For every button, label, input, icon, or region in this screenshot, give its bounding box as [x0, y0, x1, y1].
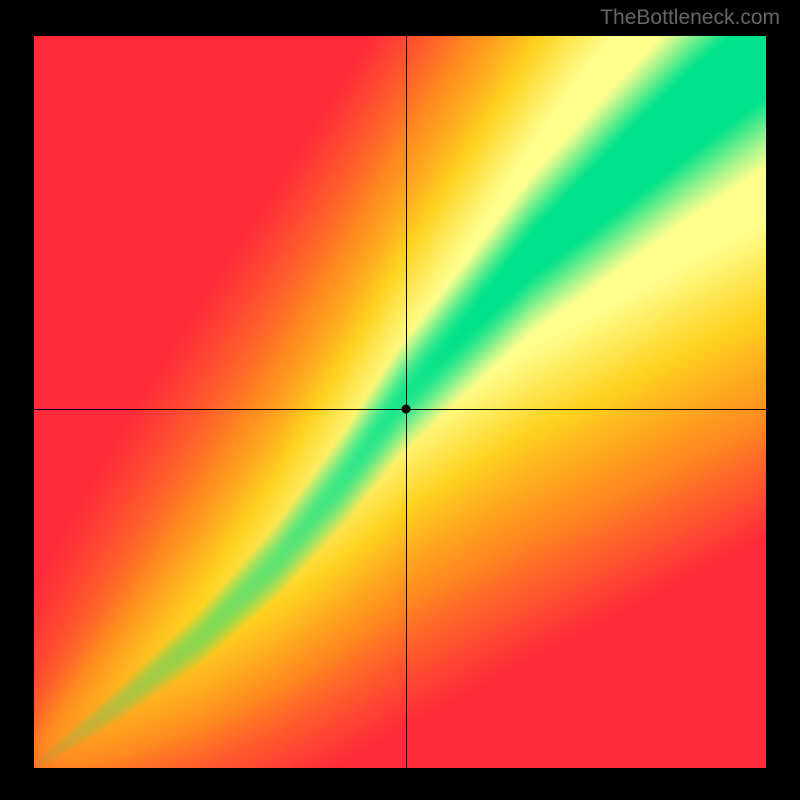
crosshair-horizontal: [34, 409, 766, 410]
crosshair-vertical: [406, 36, 407, 768]
heatmap-canvas: [34, 36, 766, 768]
plot-area: [34, 36, 766, 768]
watermark-text: TheBottleneck.com: [600, 6, 780, 30]
chart-container: TheBottleneck.com: [0, 0, 800, 800]
marker-dot: [401, 405, 410, 414]
